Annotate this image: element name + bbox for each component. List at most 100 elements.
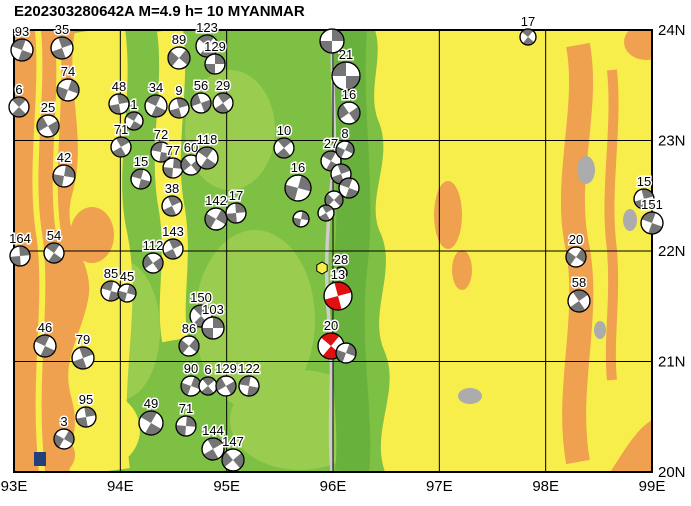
beachball [138,410,164,436]
beachball-label: 95 [79,392,93,407]
beachball-label: 74 [61,64,75,79]
beachball [195,34,219,58]
beachball-label: 79 [76,332,90,347]
beachball [334,266,348,280]
beachball [50,36,74,60]
beachball-label: 150 [190,290,212,305]
beachball [284,174,312,202]
beachball-label: 49 [144,396,158,411]
beachball-label: 17 [229,188,243,203]
tick-label: 24N [658,22,686,39]
beachball [167,46,191,70]
beachball-label: 29 [216,78,230,93]
beachball [319,28,345,54]
beachball-label: 60 [184,140,198,155]
beachball-label: 112 [143,238,164,253]
tick-label: 23N [658,133,686,150]
beachball-label: 21 [339,47,353,62]
beachball-label: 35 [55,22,69,37]
beachball-label: 93 [15,24,29,39]
beachball [204,207,228,231]
beachball [215,375,237,397]
beachball [100,280,122,302]
beachball-label: 122 [238,361,260,376]
beachball [633,188,655,210]
beachball [108,93,130,115]
tick-labels: 93E 94E 95E 96E 97E 98E 99E 24N 23N 22N 21N 20N [1,22,686,495]
beachball [201,316,225,340]
beachball [337,101,361,125]
beachball [150,141,172,163]
beachball [273,137,295,159]
beachball-label: 45 [120,269,134,284]
beachball [238,375,260,397]
beachball-label: 86 [182,321,196,336]
tick-label: 98E [532,478,559,495]
beachball-label: 48 [112,79,126,94]
beachball [519,28,537,46]
beachball-label: 8 [341,126,348,141]
beachball [212,92,234,114]
beachball [75,406,97,428]
beachball [331,61,361,91]
beachball-label: 77 [166,143,180,158]
river-line [324,30,337,472]
beachball-label: 3 [60,414,67,429]
beachball-label: 46 [38,320,52,335]
beachball-label: 9 [175,83,182,98]
beachball-label: 103 [202,302,224,317]
beachball [71,346,95,370]
beachball [317,204,335,222]
beachball-label: 143 [162,224,184,239]
beachball-label: 6 [15,82,22,97]
beachball-label: 20 [569,232,583,247]
beachball-label: 123 [196,20,218,35]
beachball [338,177,360,199]
beachball [195,146,219,170]
beachball [10,38,34,62]
beachball-label: 144 [202,423,224,438]
beachball-label: 6 [204,362,211,377]
beachball-label: 15 [637,174,651,189]
beachball [567,289,591,313]
beachball [130,168,152,190]
beachball [175,415,197,437]
beachball-label: 151 [641,197,663,212]
beachball-label: 118 [197,132,218,147]
beachball-label: 72 [154,127,168,142]
beachball-label: 15 [134,154,148,169]
beachball [225,202,247,224]
beachball [43,242,65,264]
beachball-label: 10 [277,123,291,138]
beachball-label: 147 [222,434,244,449]
beachball-label: 16 [291,160,305,175]
beachball-label: 27 [324,136,338,151]
beachball [124,111,144,131]
beachball-label: 34 [149,80,163,95]
beachball [53,428,75,450]
beachball-label: 38 [165,181,179,196]
beachball-label: 85 [104,266,118,281]
tick-label: 97E [426,478,453,495]
beachball [335,140,355,160]
beachball-label: 28 [334,252,348,267]
beachball [142,252,164,274]
beachball-label: 164 [9,231,31,246]
beachball [168,97,190,119]
beachball [56,78,80,102]
beachball-label: 25 [41,100,55,115]
beachball-label: 90 [184,361,198,376]
beachball [117,283,137,303]
plot-title: E202303280642A M=4.9 h= 10 MYANMAR [14,3,305,20]
tick-label: 22N [658,243,686,260]
beachball-label: 71 [114,122,128,137]
beachball-label: 16 [342,87,356,102]
beachball [178,335,200,357]
beachball [52,164,76,188]
tick-label: 95E [213,478,240,495]
beachball-label: 58 [572,275,586,290]
beachball-label: 42 [57,150,71,165]
beachball [317,332,345,360]
